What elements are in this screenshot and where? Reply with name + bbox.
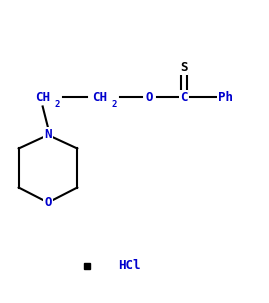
Text: CH: CH — [92, 91, 107, 104]
Text: C: C — [180, 91, 187, 104]
Text: S: S — [180, 61, 187, 74]
Text: 2: 2 — [112, 101, 117, 109]
Text: N: N — [44, 128, 52, 142]
Text: CH: CH — [35, 91, 50, 104]
Text: HCl: HCl — [118, 259, 140, 272]
Text: O: O — [145, 91, 153, 104]
Text: 2: 2 — [55, 101, 60, 109]
Text: Ph: Ph — [218, 91, 232, 104]
Text: O: O — [44, 196, 52, 209]
